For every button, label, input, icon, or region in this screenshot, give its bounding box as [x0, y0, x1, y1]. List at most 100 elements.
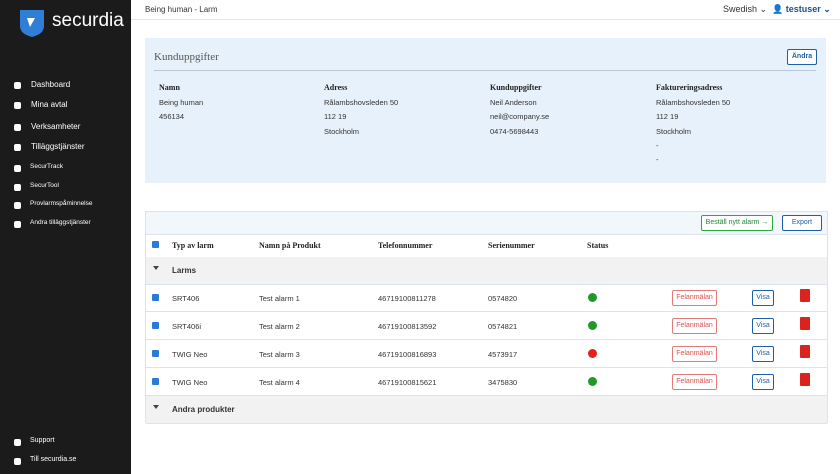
nav-label: SecurTrack: [30, 163, 63, 170]
cell: 0574821: [488, 322, 518, 331]
cell: 3475830: [488, 378, 518, 387]
view-button[interactable]: Visa: [752, 346, 774, 362]
caret: [153, 266, 159, 270]
report-button[interactable]: Felanmälan: [672, 374, 717, 390]
checkbox[interactable]: [152, 378, 159, 385]
nav-label: Provlarmspåminnelse: [30, 200, 93, 207]
nav-icon: [14, 144, 21, 151]
column-header: Status: [587, 241, 609, 250]
checkbox[interactable]: [152, 350, 159, 357]
nav-icon: [14, 221, 21, 228]
cell: Test alarm 3: [259, 350, 300, 359]
toolbar: [146, 212, 827, 235]
column-header: Namn på Produkt: [259, 241, 321, 250]
nav-item[interactable]: Mina avtal: [0, 100, 131, 112]
order-button[interactable]: Beställ nytt alarm →: [701, 215, 773, 231]
nav-icon: [14, 439, 21, 446]
nav-item[interactable]: Verksamheter: [0, 122, 131, 134]
nav-label: Andra tilläggstjänster: [30, 219, 91, 226]
checkbox[interactable]: [152, 322, 159, 329]
field-value: 0474-5698443: [490, 126, 539, 136]
nav-label: Verksamheter: [31, 122, 81, 131]
edit-button[interactable]: Ändra: [787, 49, 817, 65]
nav-item[interactable]: SecurTool: [0, 182, 131, 194]
status-dot: [588, 349, 597, 358]
status-dot: [588, 293, 597, 302]
nav-item[interactable]: Till securdia.se: [0, 456, 131, 468]
brand: securdia: [52, 10, 124, 31]
field-value: Neil Anderson: [490, 98, 537, 107]
table-row: SRT406 Test alarm 1 46719100811278 0574820 F…: [146, 284, 827, 312]
cell: SRT406i: [172, 322, 202, 331]
field-value: 456134: [159, 112, 185, 122]
nav-item[interactable]: Dashboard: [0, 80, 131, 92]
export-button[interactable]: Export: [782, 215, 822, 231]
column-header: Typ av larm: [172, 241, 214, 250]
nav-label: Till securdia.se: [30, 456, 77, 463]
cell: 46719100811278: [378, 294, 436, 303]
language-select[interactable]: Swedish ⌄: [723, 4, 768, 14]
group-row[interactable]: Larms: [146, 257, 827, 285]
cell: Test alarm 2: [259, 322, 300, 331]
checkbox[interactable]: [152, 241, 159, 248]
nav-label: Mina avtal: [31, 100, 68, 109]
nav-item[interactable]: Provlarmspåminnelse: [0, 200, 131, 212]
checkbox[interactable]: [152, 294, 159, 301]
pdf-icon[interactable]: [800, 345, 810, 358]
cell: 4573917: [488, 350, 518, 359]
nav-item[interactable]: SecurTrack: [0, 163, 131, 175]
cell: 46719100815621: [378, 378, 437, 387]
logo-icon: [20, 10, 44, 37]
report-button[interactable]: Felanmälan: [672, 318, 717, 334]
field-value: Stockholm: [656, 126, 692, 136]
table-row: TWIG Neo Test alarm 3 46719100816893 457391…: [146, 340, 827, 368]
cell: 46719100816893: [378, 350, 437, 359]
field-value: -: [656, 155, 659, 165]
view-button[interactable]: Visa: [752, 318, 774, 334]
field-value: Stockholm: [324, 126, 360, 136]
panel-title: Kunduppgifter: [154, 51, 219, 63]
field-heading: Adress: [324, 83, 348, 92]
nav-icon: [14, 82, 21, 89]
language: Swedish: [723, 4, 758, 14]
field-heading: Namn: [159, 83, 180, 92]
view-button[interactable]: Visa: [752, 290, 774, 306]
table-row: TWIG Neo Test alarm 4 46719100815621 347583…: [146, 368, 827, 396]
field-value: 112 19: [324, 112, 347, 122]
group-name: Larms: [172, 266, 197, 275]
column-header: Serienummer: [488, 241, 535, 250]
cell: 0574820: [488, 294, 518, 303]
field-value: 112 19: [656, 112, 679, 122]
nav-icon: [14, 165, 21, 172]
topbar: [131, 0, 840, 20]
column-header: Telefonnummer: [378, 241, 433, 250]
pdf-icon[interactable]: [800, 373, 810, 386]
user-menu[interactable]: 👤 testuser ⌄: [772, 4, 831, 14]
alarm-table: Beställ nytt alarm → Export Typ av larm N…: [145, 211, 828, 424]
view-button[interactable]: Visa: [752, 374, 774, 390]
nav-icon: [14, 202, 21, 209]
nav-label: SecurTool: [30, 182, 59, 189]
cell: TWIG Neo: [172, 378, 208, 387]
nav-label: Support: [30, 437, 55, 444]
divider: [154, 70, 816, 71]
breadcrumb: Being human - Larm: [145, 5, 218, 14]
pdf-icon[interactable]: [800, 317, 810, 330]
pdf-icon[interactable]: [800, 289, 810, 302]
report-button[interactable]: Felanmälan: [672, 290, 717, 306]
nav-icon: [14, 458, 21, 465]
cell: Test alarm 1: [259, 294, 300, 303]
group-row[interactable]: Andra produkter: [146, 396, 827, 424]
nav-item[interactable]: Andra tilläggstjänster: [0, 219, 131, 231]
report-button[interactable]: Felanmälan: [672, 346, 717, 362]
status-dot: [588, 321, 597, 330]
status-dot: [588, 377, 597, 386]
field-value: Rålambshovsleden 50: [324, 98, 399, 107]
nav-label: Tilläggstjänster: [31, 142, 85, 151]
nav-item[interactable]: Support: [0, 437, 131, 449]
cell: SRT406: [172, 294, 200, 303]
nav-item[interactable]: Tilläggstjänster: [0, 142, 131, 154]
customer-panel: Kunduppgifter Ändra Namn Being human 45613…: [145, 38, 826, 183]
nav-icon: [14, 184, 21, 191]
